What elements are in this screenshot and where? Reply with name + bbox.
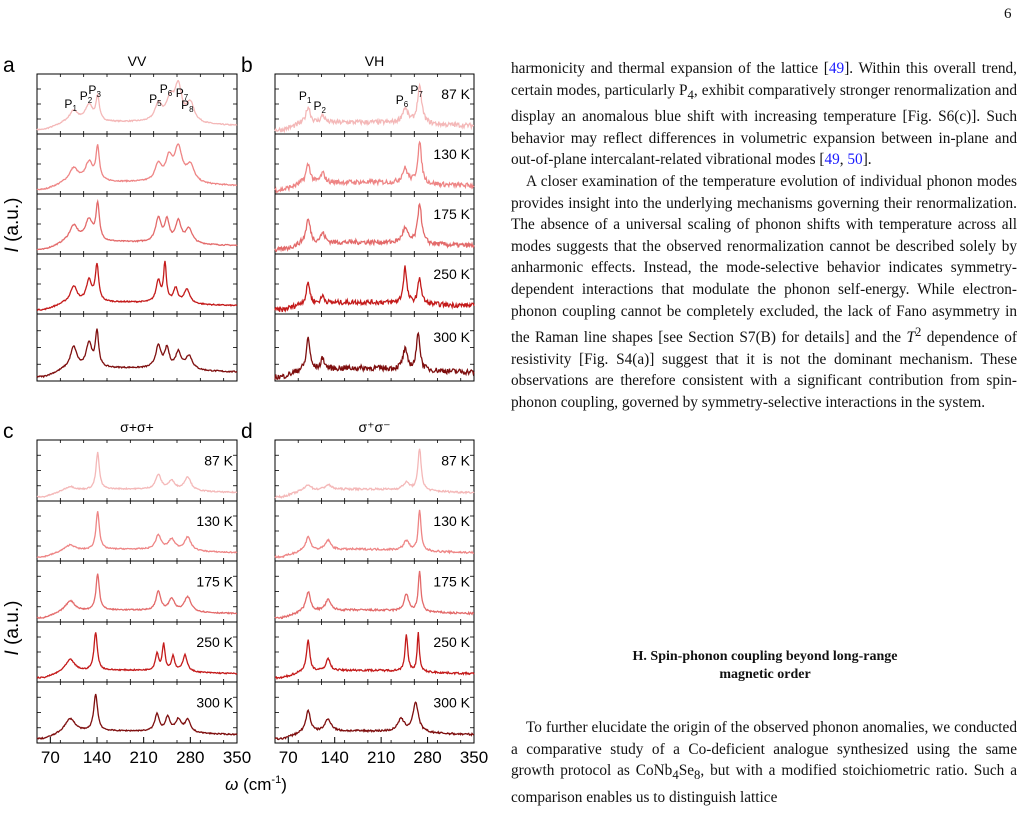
spectrum-line [37, 260, 238, 311]
y-axis-label: I (a.u.) [2, 198, 23, 253]
peak-label: P6 [396, 93, 409, 109]
temperature-label: 300 K [433, 695, 470, 711]
x-axis-label: ω (cm-1) [225, 774, 287, 794]
citation-link[interactable]: 50 [847, 151, 863, 169]
temperature-label: 130 K [433, 513, 470, 529]
temperature-label: 175 K [433, 574, 470, 590]
temperature-label: 300 K [433, 329, 470, 345]
spectrum-line [36, 511, 238, 559]
temperature-label: 175 K [196, 574, 233, 590]
x-tick-label: 350 [460, 748, 488, 767]
temperature-label: 175 K [433, 206, 470, 222]
spectrum-line [36, 451, 238, 499]
x-tick-label: 140 [83, 748, 111, 767]
panel-title: σ+σ+ [120, 419, 154, 435]
peak-label: P5 [149, 92, 162, 108]
temperature-label: 87 K [204, 453, 233, 469]
temperature-label: 250 K [433, 634, 470, 650]
text-column: harmonicity and thermal expansion of the… [511, 58, 1017, 414]
temperature-label: 87 K [441, 86, 470, 102]
peak-label: P2 [314, 99, 327, 115]
temperature-label: 87 K [441, 453, 470, 469]
panel-frame [36, 73, 238, 382]
peak-label: P2 [80, 89, 93, 105]
x-tick-label: 140 [321, 748, 349, 767]
temperature-label: 300 K [196, 695, 233, 711]
peak-label: P7 [410, 83, 423, 99]
citation-link[interactable]: 49 [824, 151, 840, 169]
paragraph-1: harmonicity and thermal expansion of the… [511, 60, 1017, 169]
panel-letter: a [3, 54, 15, 77]
citation-link[interactable]: 49 [828, 60, 845, 77]
panel-c: c σ+σ+ 87 K 130 K 175 K 250 K 300 K 70 140 210 280… [3, 419, 251, 767]
spectrum-line [274, 140, 475, 194]
peak-label: P1 [299, 89, 312, 105]
peak-label: P6 [160, 82, 173, 98]
spectrum-line [274, 448, 475, 499]
temperature-label: 130 K [196, 513, 233, 529]
spectrum-line [274, 82, 475, 134]
spectrum-line [274, 570, 475, 620]
panel-letter: b [241, 54, 253, 77]
temperature-label: 250 K [196, 634, 233, 650]
spectrum-line [36, 79, 238, 131]
spectrum-line [36, 198, 238, 251]
panel-letter: d [241, 420, 253, 443]
section-heading: H. Spin-phonon coupling beyond long-rang… [632, 649, 898, 682]
spectrum-line [274, 265, 475, 313]
x-tick-label: 280 [413, 748, 441, 767]
panel-frame [274, 73, 475, 382]
spectrum-line [36, 632, 238, 679]
panel-letter: c [3, 420, 14, 443]
x-tick-label: 210 [367, 748, 395, 767]
spectrum-line [36, 143, 237, 191]
x-tick-label: 350 [223, 748, 251, 767]
panel-title: σ⁺σ⁻ [358, 419, 390, 435]
paragraph-3: To further elucidate the origin of the o… [511, 719, 1017, 806]
spectrum-line [274, 701, 475, 741]
x-tick-label: 210 [129, 748, 157, 767]
peak-label: P8 [181, 98, 194, 114]
paragraph-2: A closer examination of the temperature … [511, 173, 1017, 412]
panel-title: VV [128, 53, 147, 69]
page-number: 6 [1004, 6, 1012, 22]
peak-label: P3 [88, 83, 101, 99]
temperature-label: 130 K [433, 146, 470, 162]
x-tick-label: 70 [41, 748, 60, 767]
spectrum-line [36, 573, 238, 619]
panel-title: VH [365, 53, 384, 69]
peak-label: P7 [176, 86, 189, 102]
spectrum-line [274, 632, 475, 680]
spectrum-line [36, 328, 238, 379]
x-tick-label: 70 [279, 748, 298, 767]
spectrum-line [36, 693, 238, 740]
peak-label: P1 [64, 97, 77, 113]
temperature-label: 250 K [433, 266, 470, 282]
spectrum-line [274, 202, 475, 253]
spectrum-line [274, 509, 475, 559]
y-axis-label: I (a.u.) [2, 601, 23, 656]
x-tick-label: 280 [176, 748, 204, 767]
panel-d: d σ⁺σ⁻ 87 K 130 K 175 K 250 K 300 K 70 140 210 280… [241, 419, 488, 767]
spectrum-line [274, 331, 475, 380]
